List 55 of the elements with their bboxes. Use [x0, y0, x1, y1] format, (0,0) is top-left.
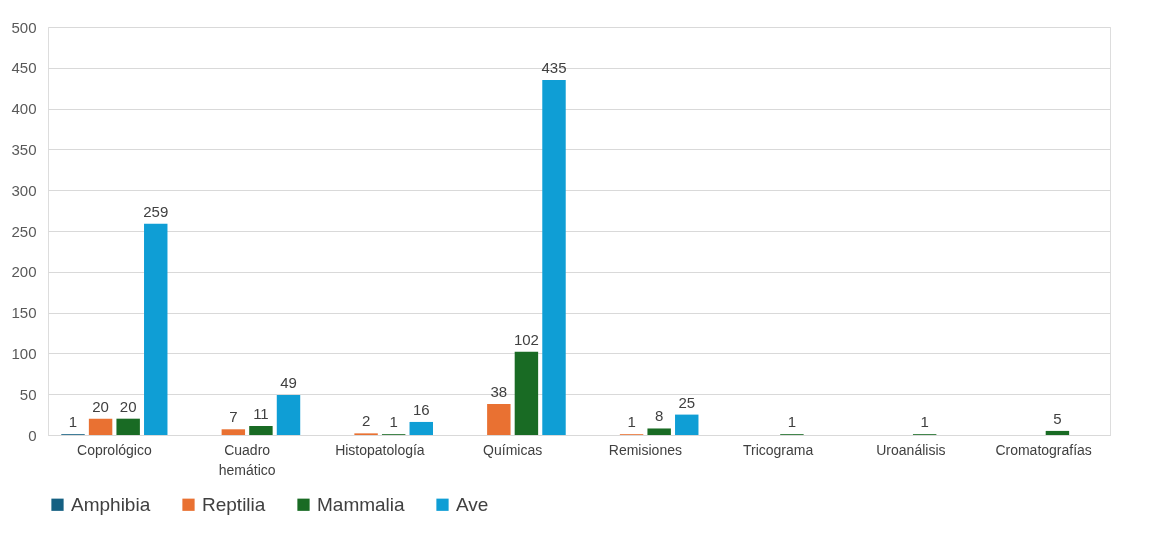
data-label: 1	[68, 413, 78, 431]
y-tick-label: 200	[11, 263, 37, 281]
bar	[542, 80, 566, 435]
data-label: 1	[920, 413, 929, 431]
data-label: 1	[787, 413, 797, 431]
legend-label: Ave	[456, 493, 489, 515]
legend-label: Mammalia	[317, 493, 406, 515]
bar	[88, 418, 113, 435]
y-tick-label: 500	[11, 18, 37, 36]
bar	[276, 395, 301, 435]
data-label: 7	[229, 408, 238, 426]
legend-label: Amphibia	[71, 493, 151, 515]
y-tick-label: 300	[11, 181, 37, 199]
legend-label: Reptilia	[202, 493, 266, 515]
bar	[514, 351, 539, 435]
data-label: 1	[627, 413, 636, 431]
data-label: 20	[92, 397, 109, 415]
data-label: 5	[1053, 409, 1062, 427]
bar	[249, 426, 273, 435]
bar	[647, 428, 671, 435]
bar	[487, 403, 511, 435]
x-tick-label: Químicas	[483, 441, 543, 458]
data-label: 49	[280, 374, 297, 392]
data-label: 11	[253, 405, 269, 423]
data-label: 38	[490, 382, 508, 400]
x-tick-label: Tricograma	[742, 441, 814, 458]
bar	[116, 418, 140, 435]
data-label: 102	[513, 330, 539, 348]
data-label: 435	[541, 59, 567, 77]
bar	[409, 421, 433, 435]
y-tick-label: 450	[11, 59, 37, 77]
data-label: 16	[412, 400, 430, 418]
bar	[221, 429, 246, 435]
data-label: 25	[678, 393, 696, 411]
x-tick-label: Cuadro hemático	[218, 441, 276, 478]
bar	[144, 223, 168, 435]
x-tick-label: Remisiones	[608, 441, 682, 458]
y-tick-label: 0	[28, 426, 37, 444]
x-tick-label: Uroanálisis	[876, 441, 946, 458]
x-tick-label: Histopatología	[335, 441, 425, 458]
y-tick-label: 400	[11, 100, 37, 118]
y-tick-label: 150	[11, 304, 37, 322]
bar	[675, 414, 699, 435]
data-label: 259	[143, 202, 169, 220]
x-tick-label: Cromatografías	[995, 441, 1092, 458]
data-label: 20	[119, 397, 137, 415]
data-label: 1	[389, 413, 398, 431]
y-tick-label: 250	[11, 222, 37, 240]
y-tick-label: 50	[19, 385, 37, 403]
y-tick-label: 100	[11, 344, 37, 362]
data-label: 2	[361, 412, 371, 430]
y-tick-label: 350	[11, 140, 37, 158]
data-label: 8	[655, 407, 664, 425]
x-tick-label: Coprológico	[77, 441, 152, 458]
bar	[1045, 430, 1070, 435]
